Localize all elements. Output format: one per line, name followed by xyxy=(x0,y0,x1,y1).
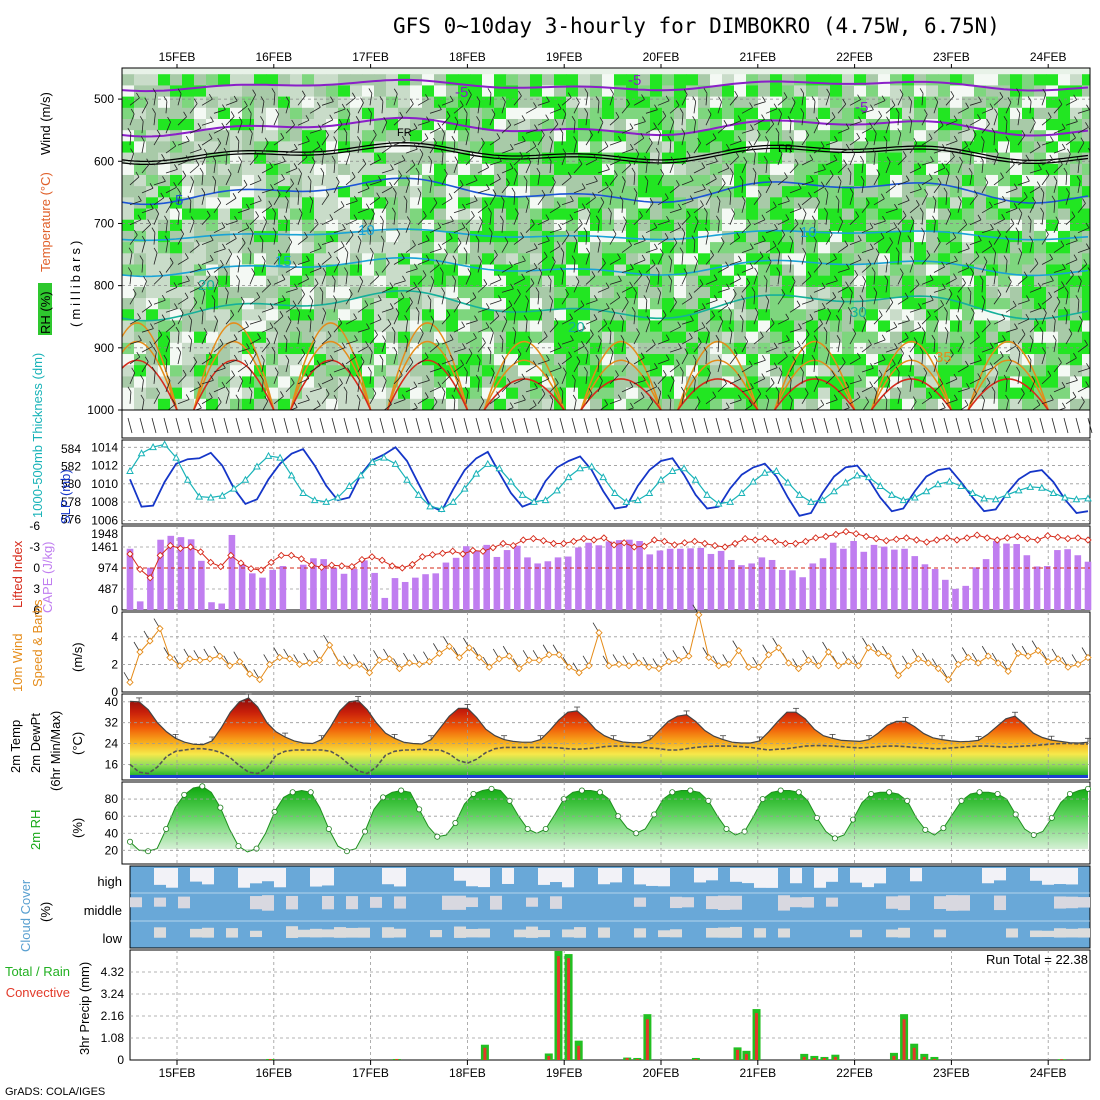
top-date-label: 20FEB xyxy=(643,50,680,64)
rh-cell xyxy=(866,398,879,410)
rh-cell xyxy=(746,398,759,410)
rh-cell xyxy=(230,398,243,410)
rh-cell xyxy=(374,398,387,410)
top-date-label: 19FEB xyxy=(546,50,583,64)
rh-cell xyxy=(830,398,843,410)
rh-cell xyxy=(590,398,603,410)
rh-cell xyxy=(530,398,543,410)
top-date-axis: 15FEB 16FEB 17FEB 18FEB 19FEB 20FEB 21FEB 22FEB… xyxy=(159,50,1067,68)
rh-cell xyxy=(254,398,267,410)
rh-cell xyxy=(338,398,351,410)
rh-cell xyxy=(242,398,255,410)
rh-cell xyxy=(206,398,219,410)
rh-cell xyxy=(506,398,519,410)
rh-cell xyxy=(542,398,555,410)
rh-cell xyxy=(890,398,903,410)
rh-cell xyxy=(218,398,231,410)
rh-cell xyxy=(662,398,675,410)
rh-cell xyxy=(686,398,699,410)
rh-cell xyxy=(518,398,531,410)
rh-cell xyxy=(734,398,747,410)
rh-cell xyxy=(182,398,195,410)
rh-cell xyxy=(818,398,831,410)
rh-cell xyxy=(326,398,339,410)
rh-cell xyxy=(710,398,723,410)
rh-cell xyxy=(302,398,315,410)
rh-cell xyxy=(194,398,207,410)
rh-cell xyxy=(566,398,579,410)
top-date-label: 22FEB xyxy=(836,50,873,64)
top-date-label: 15FEB xyxy=(159,50,196,64)
rh-cell xyxy=(350,398,363,410)
rh-cell xyxy=(758,398,771,410)
rh-cell xyxy=(638,398,651,410)
rh-cell xyxy=(146,398,159,410)
rh-cell xyxy=(134,398,147,410)
rh-cell xyxy=(698,398,711,410)
top-date-label: 24FEB xyxy=(1030,50,1067,64)
rh-cell xyxy=(494,398,507,410)
rh-cell xyxy=(278,398,291,410)
rh-cell xyxy=(410,398,423,410)
rh-cell xyxy=(290,398,303,410)
rh-cell xyxy=(902,398,915,410)
chart-title: GFS 0~10day 3-hourly for DIMBOKRO (4.75W… xyxy=(393,14,1000,38)
rh-cell xyxy=(806,398,819,410)
rh-cell xyxy=(158,398,171,410)
top-date-label: 23FEB xyxy=(933,50,970,64)
rh-cell xyxy=(614,398,627,410)
rh-cell xyxy=(314,398,327,410)
top-date-label: 17FEB xyxy=(352,50,389,64)
rh-cell xyxy=(122,398,135,410)
rh-cell xyxy=(434,398,447,410)
rh-cell xyxy=(626,398,639,410)
top-date-label: 21FEB xyxy=(739,50,776,64)
rh-cell xyxy=(398,398,411,410)
rh-cell xyxy=(842,398,855,410)
rh-cell xyxy=(878,398,891,410)
rh-cell xyxy=(470,398,483,410)
rh-cell xyxy=(794,398,807,410)
rh-cell xyxy=(782,398,795,410)
rh-cell xyxy=(722,398,735,410)
rh-cell xyxy=(446,398,459,410)
rh-cell xyxy=(422,398,435,410)
top-date-label: 18FEB xyxy=(449,50,486,64)
top-date-label: 16FEB xyxy=(255,50,292,64)
rh-cell xyxy=(854,398,867,410)
rh-cell xyxy=(386,398,399,410)
rh-cell xyxy=(602,398,615,410)
